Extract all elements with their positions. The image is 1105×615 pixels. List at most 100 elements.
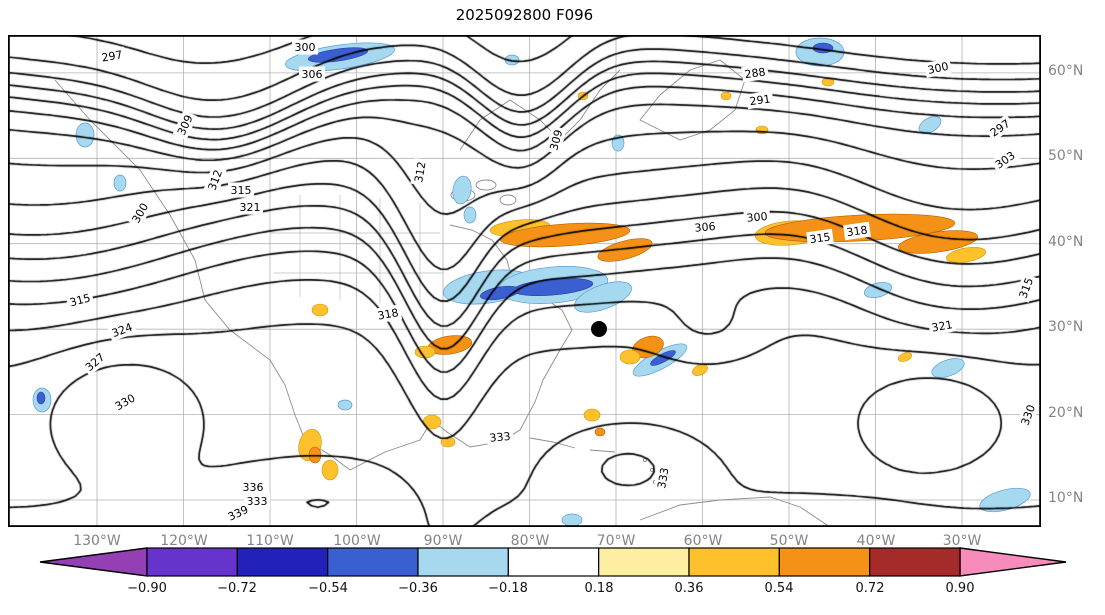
contour-label: 315	[65, 289, 95, 311]
contour-label: 333	[244, 493, 270, 509]
y-tick-label: 60°N	[1048, 63, 1084, 79]
contour-label: 321	[927, 316, 957, 336]
contour-label: 330	[1016, 400, 1040, 430]
x-tick-label: 100°W	[333, 533, 381, 549]
svg-text:300: 300	[295, 41, 316, 54]
svg-text:312: 312	[206, 168, 225, 192]
x-tick-label: 120°W	[160, 533, 208, 549]
y-tick-label: 20°N	[1048, 405, 1084, 421]
colorbar-segment	[778, 547, 871, 577]
colorbar-tick-label: 0.90	[945, 581, 975, 596]
colorbar-tick-label: −0.72	[217, 581, 257, 596]
map-plot-area: 297 300 306 309 288 291 300 297 303 309 …	[8, 35, 1041, 527]
colorbar-segment	[507, 547, 600, 577]
svg-text:333: 333	[489, 430, 511, 445]
colorbar-tick-label: −0.18	[488, 581, 528, 596]
svg-text:291: 291	[749, 92, 772, 108]
contour-label: 288	[741, 63, 769, 83]
colorbar-segment	[417, 547, 509, 577]
svg-text:318: 318	[846, 223, 869, 239]
svg-text:297: 297	[101, 48, 124, 64]
colorbar-tick-label: 0.36	[674, 581, 704, 596]
svg-text:315: 315	[809, 230, 832, 246]
svg-text:300: 300	[926, 60, 949, 77]
svg-text:315: 315	[68, 291, 92, 309]
contour-label: 312	[410, 157, 430, 187]
target-marker	[591, 321, 607, 337]
x-tick-label: 110°W	[246, 533, 294, 549]
svg-text:318: 318	[377, 306, 400, 322]
colorbar-segment	[598, 547, 690, 577]
contour-label: 321	[237, 199, 263, 215]
contour-label: 300	[292, 39, 318, 55]
contour-label: 318	[373, 304, 403, 324]
contour-label: 297	[97, 46, 127, 66]
colorbar-tick-label: −0.90	[127, 581, 167, 596]
svg-text:306: 306	[302, 68, 323, 81]
contour-label: 300	[923, 57, 953, 79]
contour-label: 318	[843, 221, 871, 241]
contour-label: 336	[240, 479, 266, 495]
contour-label: 333	[486, 428, 514, 446]
contour-label: 330	[109, 389, 141, 415]
contour-label: 306	[691, 218, 719, 236]
contour-label: 324	[107, 318, 137, 342]
contour-lines-canvas	[8, 35, 1041, 527]
x-tick-label: 50°W	[769, 533, 809, 549]
chart-title: 2025092800 F096	[455, 6, 594, 24]
colorbar-tick-label: −0.54	[308, 581, 348, 596]
contour-label: 300	[743, 208, 771, 226]
svg-text:333: 333	[655, 467, 671, 490]
svg-text:306: 306	[694, 220, 716, 235]
contour-label: 312	[203, 165, 227, 195]
colorbar-segment	[688, 547, 780, 577]
colorbar-tick-label: 0.18	[584, 581, 614, 596]
plot-frame	[8, 35, 1041, 527]
contour-label: 306	[299, 66, 325, 82]
x-tick-label: 90°W	[423, 533, 463, 549]
contour-label: 327	[80, 347, 110, 377]
colorbar-segment	[146, 547, 238, 577]
y-tick-label: 50°N	[1048, 148, 1084, 164]
svg-text:330: 330	[1019, 403, 1038, 427]
colorbar-segment	[327, 547, 419, 577]
colorbar-tick-label: −0.36	[398, 581, 438, 596]
svg-text:315: 315	[1017, 276, 1036, 300]
svg-text:315: 315	[231, 184, 252, 197]
svg-text:336: 336	[243, 481, 264, 494]
svg-text:300: 300	[746, 210, 768, 225]
contour-label: 333	[653, 463, 673, 493]
x-tick-label: 40°W	[856, 533, 896, 549]
map-overlay-layer: 297 300 306 309 288 291 300 297 303 309 …	[8, 35, 1041, 527]
contour-label: 300	[127, 197, 153, 229]
x-tick-label: 80°W	[510, 533, 550, 549]
contour-label: 315	[806, 228, 834, 248]
x-tick-label: 70°W	[596, 533, 636, 549]
contour-label: 291	[746, 90, 774, 110]
svg-text:312: 312	[412, 161, 428, 184]
colorbar-right-arrow	[959, 547, 1067, 577]
contour-label: 309	[172, 110, 198, 140]
y-tick-label: 10°N	[1048, 490, 1084, 506]
contour-label: 303	[990, 146, 1020, 174]
svg-text:321: 321	[931, 318, 954, 334]
x-tick-label: 130°W	[73, 533, 121, 549]
contour-label: 309	[545, 125, 567, 155]
y-tick-label: 30°N	[1048, 319, 1084, 335]
colorbar-segment	[236, 547, 329, 577]
x-tick-label: 60°W	[683, 533, 723, 549]
svg-text:309: 309	[547, 128, 565, 152]
svg-text:321: 321	[240, 201, 261, 214]
svg-text:288: 288	[744, 65, 767, 81]
colorbar-left-arrow	[39, 547, 148, 577]
colorbar-tick-label: 0.72	[855, 581, 885, 596]
svg-text:333: 333	[247, 495, 268, 508]
contour-label: 297	[985, 114, 1015, 142]
colorbar	[39, 547, 1067, 577]
colorbar-segment	[869, 547, 961, 577]
contour-label: 315	[1014, 273, 1038, 303]
contour-label: 315	[228, 182, 254, 198]
colorbar-tick-label: 0.54	[764, 581, 794, 596]
x-tick-label: 30°W	[942, 533, 982, 549]
